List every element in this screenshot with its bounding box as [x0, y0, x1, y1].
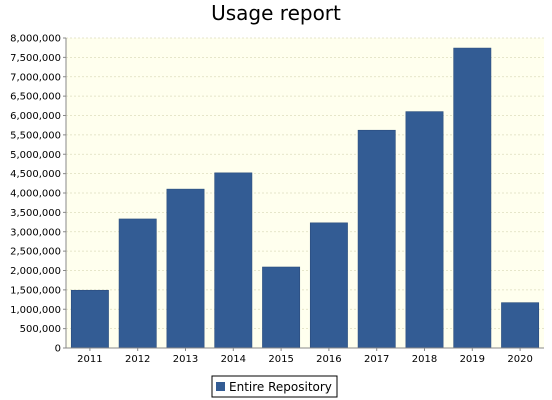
- bar-2012: [118, 218, 157, 349]
- x-tick-label: 2016: [316, 354, 341, 365]
- bar-2017: [357, 129, 396, 349]
- y-tick-label: 2,000,000: [10, 266, 61, 277]
- x-tick-label: 2012: [125, 354, 150, 365]
- legend: Entire Repository: [211, 375, 338, 398]
- bar-2016: [309, 222, 348, 349]
- y-tick-label: 6,000,000: [10, 111, 61, 122]
- y-tick-label: 4,500,000: [10, 169, 61, 180]
- bar-2019: [453, 47, 492, 349]
- y-tick-label: 6,500,000: [10, 92, 61, 103]
- bar-2015: [262, 266, 301, 349]
- bar-2011: [70, 289, 109, 349]
- y-tick-label: 5,500,000: [10, 130, 61, 141]
- x-tick-label: 2014: [221, 354, 246, 365]
- x-tick-label: 2017: [364, 354, 389, 365]
- x-tick-label: 2020: [507, 354, 532, 365]
- y-tick-label: 1,000,000: [10, 305, 61, 316]
- legend-box: [211, 375, 338, 398]
- chart-title: Usage report: [211, 1, 341, 25]
- y-axis-ticks: 0 500,000 1,000,000 1,500,000 2,000,000 2,500…: [10, 34, 66, 355]
- bar-2018: [405, 111, 444, 349]
- y-tick-label: 500,000: [20, 324, 61, 335]
- bar-2013: [166, 188, 205, 349]
- legend-label: Entire Repository: [229, 380, 332, 394]
- y-tick-label: 7,000,000: [10, 72, 61, 83]
- legend-swatch: [216, 382, 225, 391]
- y-tick-label: 0: [55, 344, 61, 355]
- bar-2020: [501, 302, 540, 349]
- y-tick-label: 1,500,000: [10, 285, 61, 296]
- x-axis-ticks: 2011 2012 2013 2014 2015 2016 2017 2018 2019 2020: [77, 348, 533, 365]
- y-tick-label: 7,500,000: [10, 53, 61, 64]
- x-tick-label: 2018: [412, 354, 437, 365]
- y-tick-label: 4,000,000: [10, 189, 61, 200]
- y-tick-label: 8,000,000: [10, 34, 61, 45]
- x-tick-label: 2011: [77, 354, 102, 365]
- x-tick-label: 2019: [460, 354, 485, 365]
- x-tick-label: 2013: [173, 354, 198, 365]
- y-tick-label: 5,000,000: [10, 150, 61, 161]
- x-tick-label: 2015: [268, 354, 293, 365]
- bar-2014: [214, 172, 253, 349]
- y-tick-label: 3,500,000: [10, 208, 61, 219]
- y-tick-label: 3,000,000: [10, 227, 61, 238]
- bar-series: [70, 47, 540, 349]
- y-tick-label: 2,500,000: [10, 247, 61, 258]
